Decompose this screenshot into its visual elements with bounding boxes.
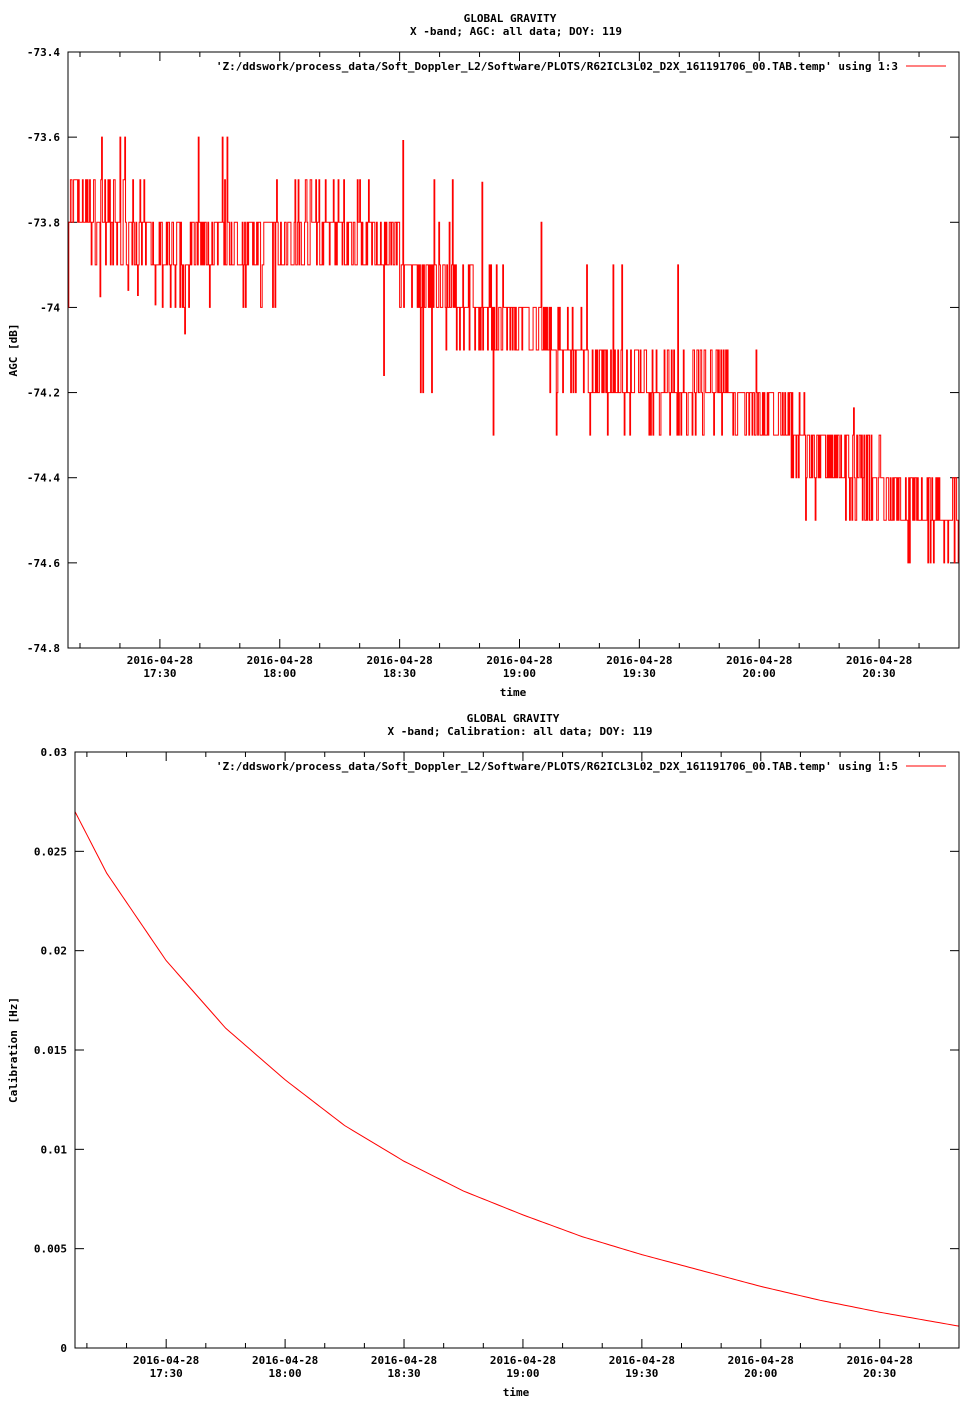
agc-ytick-label: -74.4 [27,472,60,485]
agc-ytick-label: -74 [40,301,60,314]
calibration-chart-legend-label: 'Z:/ddswork/process_data/Soft_Doppler_L2… [216,760,898,773]
agc-xtick-date: 2016-04-28 [247,654,313,667]
agc-chart-ylabel: AGC [dB] [7,324,20,377]
calibration-ytick-label: 0.025 [34,845,67,858]
agc-ytick-label: -73.6 [27,131,60,144]
calibration-xtick-date: 2016-04-28 [371,1354,437,1367]
agc-xtick-time: 19:30 [623,667,656,680]
agc-chart-xlabel: time [500,686,527,699]
agc-xtick-time: 18:00 [263,667,296,680]
calibration-chart-axes: 00.0050.010.0150.020.0250.032016-04-2817… [34,746,960,1380]
agc-ytick-label: -74.8 [27,642,60,655]
agc-xtick-time: 19:00 [503,667,536,680]
calibration-xtick-time: 20:30 [863,1367,896,1380]
calibration-chart-title: GLOBAL GRAVITY [467,712,560,725]
calibration-chart-subtitle: X -band; Calibration: all data; DOY: 119 [388,725,653,738]
agc-xtick-time: 17:30 [143,667,176,680]
calibration-chart: GLOBAL GRAVITY X -band; Calibration: all… [7,712,960,1399]
calibration-xtick-time: 18:30 [387,1367,420,1380]
calibration-chart-xlabel: time [503,1386,530,1399]
agc-chart-frame [67,51,960,649]
agc-xtick-date: 2016-04-28 [127,654,193,667]
calibration-ytick-label: 0.02 [41,945,68,958]
agc-xtick-time: 20:00 [743,667,776,680]
calibration-ytick-label: 0 [60,1342,67,1355]
calibration-xtick-time: 19:30 [625,1367,658,1380]
calibration-series-line [74,811,960,1327]
calibration-chart-frame [74,751,960,1349]
agc-ytick-label: -74.6 [27,557,60,570]
agc-xtick-date: 2016-04-28 [486,654,552,667]
agc-ytick-label: -74.2 [27,387,60,400]
agc-chart-legend-label: 'Z:/ddswork/process_data/Soft_Doppler_L2… [216,60,898,73]
agc-ytick-label: -73.8 [27,216,60,229]
agc-xtick-time: 20:30 [863,667,896,680]
agc-chart-subtitle: X -band; AGC: all data; DOY: 119 [410,25,622,38]
calibration-ytick-label: 0.01 [41,1143,68,1156]
agc-ytick-label: -73.4 [27,46,60,59]
agc-chart-title: GLOBAL GRAVITY [464,12,557,25]
calibration-xtick-date: 2016-04-28 [252,1354,318,1367]
agc-xtick-time: 18:30 [383,667,416,680]
calibration-xtick-date: 2016-04-28 [609,1354,675,1367]
calibration-xtick-time: 18:00 [269,1367,302,1380]
agc-xtick-date: 2016-04-28 [367,654,433,667]
calibration-xtick-time: 20:00 [744,1367,777,1380]
agc-xtick-date: 2016-04-28 [846,654,912,667]
calibration-xtick-time: 17:30 [150,1367,183,1380]
calibration-ytick-label: 0.005 [34,1243,67,1256]
calibration-chart-ylabel: Calibration [Hz] [7,997,20,1103]
calibration-xtick-date: 2016-04-28 [490,1354,556,1367]
calibration-xtick-time: 19:00 [506,1367,539,1380]
agc-series-line [67,136,959,564]
agc-chart-plot-area [67,136,959,564]
agc-xtick-date: 2016-04-28 [606,654,672,667]
calibration-xtick-date: 2016-04-28 [728,1354,794,1367]
agc-xtick-date: 2016-04-28 [726,654,792,667]
agc-chart: GLOBAL GRAVITY X -band; AGC: all data; D… [7,12,960,699]
calibration-xtick-date: 2016-04-28 [133,1354,199,1367]
calibration-ytick-label: 0.03 [41,746,68,759]
calibration-chart-plot-area [74,811,960,1327]
calibration-ytick-label: 0.015 [34,1044,67,1057]
agc-chart-axes: -73.4 -73.6 -73.8 -74 -74.2 -74.4 -74.6 -74.8 20… [27,46,960,680]
calibration-xtick-date: 2016-04-28 [847,1354,913,1367]
